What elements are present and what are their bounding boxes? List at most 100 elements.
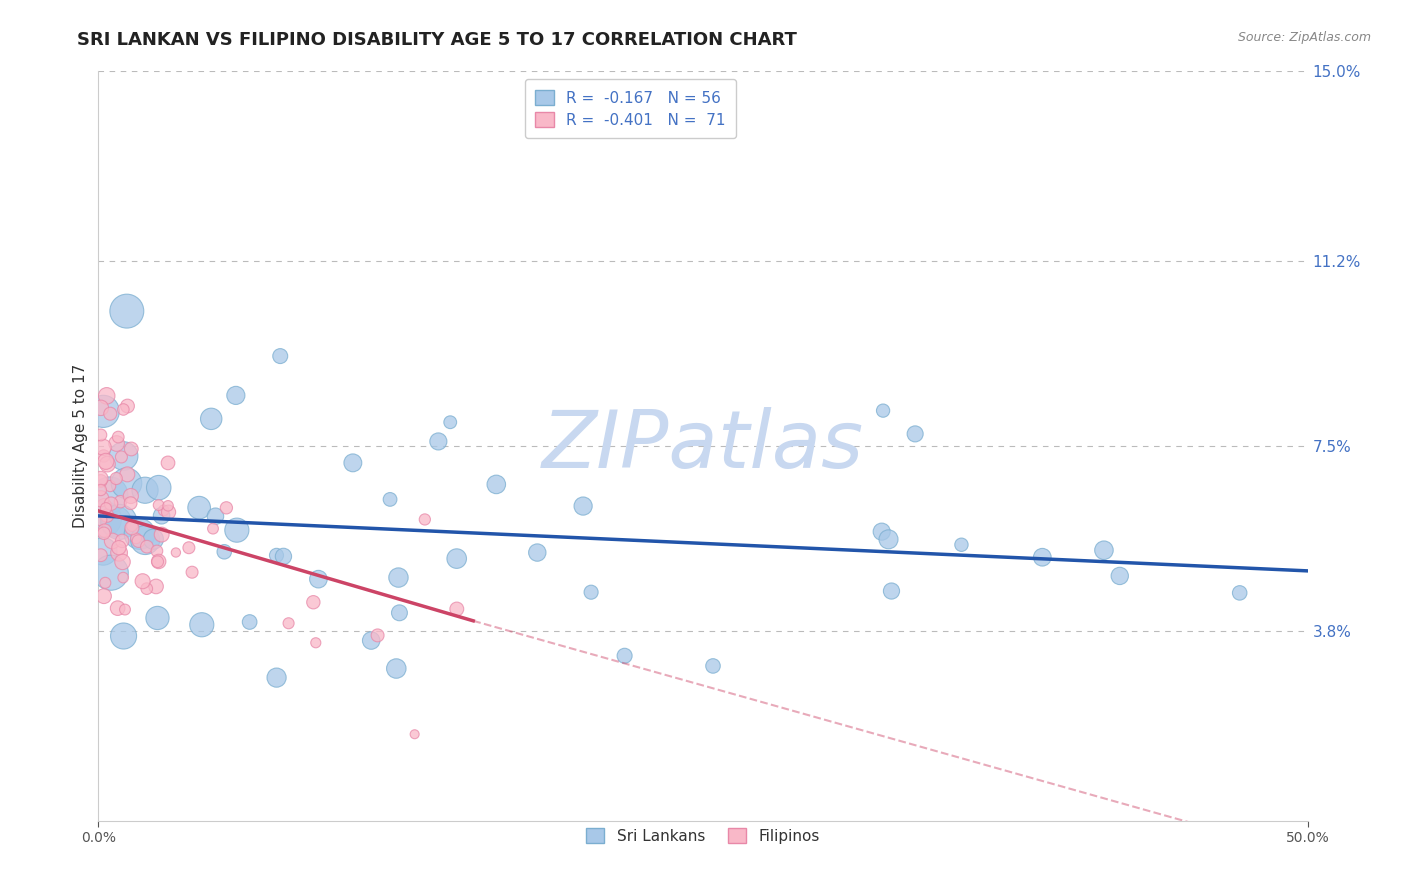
Point [134, 483, 156, 498]
Point [200, 412, 222, 426]
Point [157, 505, 180, 519]
Point [90, 471, 112, 485]
Point [378, 492, 401, 507]
Point [177, 541, 200, 555]
Point [446, 551, 468, 566]
Point [342, 456, 364, 470]
Point [1229, 586, 1251, 600]
Point [135, 582, 157, 596]
Point [266, 549, 288, 563]
Point [225, 388, 247, 402]
Point [120, 489, 142, 503]
Point [613, 648, 636, 663]
Point [146, 555, 169, 569]
Point [204, 509, 226, 524]
Point [114, 602, 136, 616]
Point [388, 606, 411, 620]
Point [105, 471, 128, 485]
Point [950, 538, 973, 552]
Point [148, 498, 170, 512]
Point [112, 402, 135, 417]
Point [90, 491, 112, 506]
Point [439, 415, 461, 429]
Point [872, 403, 894, 417]
Point [572, 499, 595, 513]
Point [120, 496, 142, 510]
Point [305, 636, 328, 650]
Point [145, 579, 167, 593]
Point [93, 499, 115, 513]
Point [110, 450, 132, 464]
Point [93, 449, 115, 463]
Point [142, 532, 165, 546]
Point [94, 575, 117, 590]
Point [152, 503, 174, 517]
Point [266, 671, 288, 685]
Point [90, 483, 112, 497]
Point [117, 467, 139, 482]
Point [125, 531, 148, 545]
Point [115, 304, 138, 318]
Point [107, 430, 129, 444]
Point [121, 519, 143, 533]
Point [111, 533, 134, 548]
Point [225, 523, 247, 537]
Point [157, 499, 180, 513]
Point [413, 512, 436, 526]
Point [101, 533, 124, 548]
Point [150, 527, 173, 541]
Point [136, 540, 159, 554]
Point [90, 401, 112, 415]
Point [134, 533, 156, 547]
Point [90, 428, 112, 442]
Point [100, 497, 122, 511]
Point [877, 533, 900, 547]
Text: ZIPatlas: ZIPatlas [541, 407, 865, 485]
Point [277, 616, 299, 631]
Point [579, 585, 602, 599]
Point [91, 512, 114, 526]
Point [1092, 543, 1115, 558]
Point [91, 404, 114, 418]
Point [111, 555, 134, 569]
Point [105, 436, 128, 450]
Point [148, 481, 170, 495]
Point [91, 440, 114, 454]
Point [108, 541, 131, 555]
Point [107, 601, 129, 615]
Point [112, 449, 135, 463]
Point [90, 548, 112, 562]
Point [98, 407, 121, 421]
Point [202, 522, 225, 536]
Point [93, 524, 115, 538]
Point [108, 515, 131, 529]
Y-axis label: Disability Age 5 to 17: Disability Age 5 to 17 [73, 364, 89, 528]
Point [446, 602, 468, 616]
Point [181, 565, 204, 579]
Point [98, 488, 121, 502]
Point [870, 524, 893, 539]
Point [273, 549, 295, 564]
Point [98, 479, 121, 493]
Point [427, 434, 450, 449]
Point [904, 426, 927, 441]
Point [93, 526, 115, 541]
Point [156, 456, 179, 470]
Point [367, 628, 389, 642]
Point [94, 501, 117, 516]
Point [121, 521, 143, 535]
Point [96, 508, 118, 523]
Point [880, 584, 903, 599]
Point [110, 494, 132, 508]
Point [120, 442, 142, 456]
Point [188, 500, 211, 515]
Point [108, 546, 131, 560]
Point [90, 474, 112, 488]
Point [302, 595, 325, 609]
Point [90, 513, 112, 527]
Point [96, 389, 118, 403]
Legend: Sri Lankans, Filipinos: Sri Lankans, Filipinos [575, 817, 831, 855]
Point [385, 661, 408, 675]
Point [128, 527, 150, 541]
Point [146, 611, 169, 625]
